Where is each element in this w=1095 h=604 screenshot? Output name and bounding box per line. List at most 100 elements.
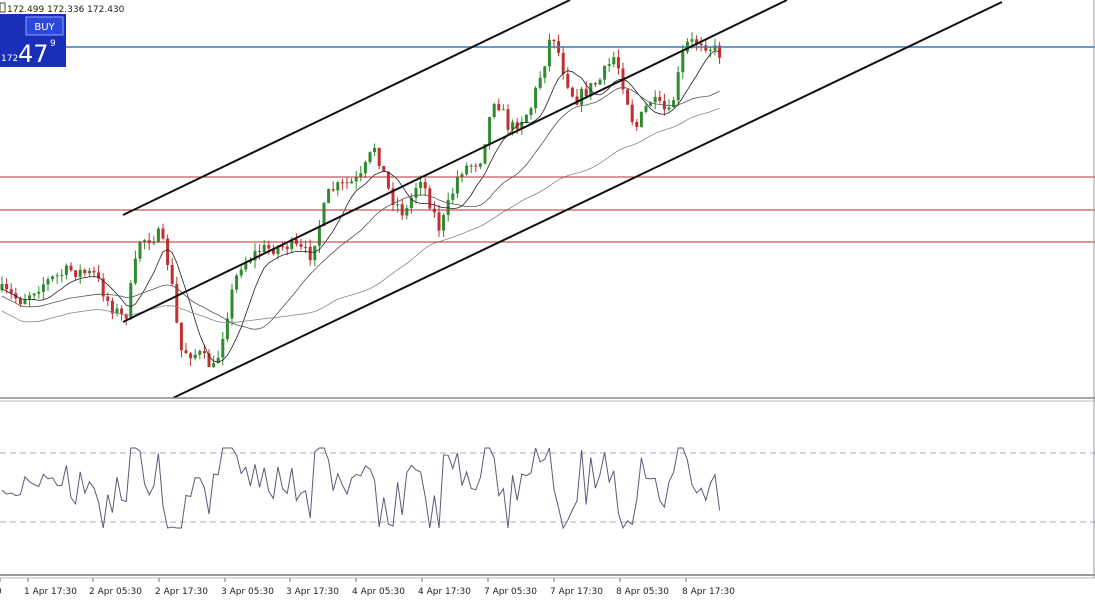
buy-label[interactable]: BUY [34, 22, 55, 33]
candle-body [267, 245, 271, 249]
candle-body [566, 73, 570, 88]
candle-body [718, 45, 722, 58]
candle-body [543, 66, 547, 78]
candle-body [345, 182, 349, 184]
candle-body [101, 278, 105, 297]
candle-body [529, 108, 533, 115]
candle-body [708, 50, 712, 52]
buy-button[interactable] [25, 16, 64, 36]
candle-body [152, 242, 156, 244]
candle-body [428, 188, 432, 209]
candle-body [143, 240, 147, 242]
candle-body [368, 152, 372, 163]
candle-body [106, 296, 110, 301]
candle-body [304, 246, 308, 248]
candle-body [225, 318, 229, 339]
candle-body [166, 238, 170, 265]
candle-body [336, 182, 340, 191]
candle-body [156, 228, 160, 243]
candle-body [331, 189, 335, 191]
candle-body [212, 363, 216, 367]
moving-average [1, 50, 720, 363]
candle-body [133, 258, 137, 284]
candle-body [244, 262, 248, 270]
oscillator-pane [1, 447, 721, 530]
candle-body [451, 193, 455, 200]
candle-body [534, 87, 538, 109]
candle-body [644, 105, 648, 112]
candle-body [87, 270, 91, 274]
candle-body [492, 104, 496, 117]
candle-body [258, 251, 262, 253]
candle-body [262, 245, 266, 253]
candle-body [23, 299, 27, 305]
candle-body [409, 197, 413, 209]
candle-body [469, 165, 473, 167]
candle-body [129, 283, 133, 319]
candle-body [488, 116, 492, 145]
candle-body [377, 147, 381, 166]
candle-body [593, 83, 597, 85]
candle-body [478, 163, 482, 167]
candle-body [32, 293, 36, 296]
candle-body [74, 270, 78, 277]
candle-body [354, 177, 358, 182]
candle-body [64, 265, 68, 275]
candle-body [414, 187, 418, 198]
candle-body [474, 165, 478, 167]
channel-upper [122, 0, 571, 216]
candle-body [630, 104, 634, 122]
candle-body [276, 246, 280, 255]
time-label: 2 Apr 05:30 [89, 587, 142, 597]
candle-body [41, 284, 45, 292]
candle-body [179, 322, 183, 351]
ohlc-readout: 172.499 172.336 172.430 [7, 5, 125, 15]
candle-body [589, 83, 593, 97]
candle-body [285, 246, 289, 250]
candle-body [616, 57, 620, 69]
candle-body [704, 45, 708, 51]
candle-body [281, 246, 285, 248]
candle-body [649, 102, 653, 106]
candle-body [83, 269, 87, 274]
candle-body [0, 284, 4, 290]
candle-body [598, 79, 602, 85]
candle-body [672, 100, 676, 108]
time-label: 7 Apr 05:30 [484, 587, 537, 597]
moving-average [1, 86, 720, 330]
candle-body [391, 188, 395, 205]
candle-body [363, 162, 367, 174]
time-label: 7 Apr 17:30 [550, 587, 603, 597]
candle-body [667, 107, 671, 110]
candle-body [184, 350, 188, 354]
candle-body [460, 174, 464, 178]
price-pane [0, 32, 722, 369]
candle-body [382, 165, 386, 172]
time-label: 8 Apr 17:30 [682, 587, 735, 597]
candle-body [317, 225, 321, 246]
time-label: 3 Apr 17:30 [286, 587, 339, 597]
candle-body [138, 241, 142, 259]
candle-body [193, 354, 197, 359]
candle-body [538, 77, 542, 88]
candle-body [5, 284, 9, 290]
channel-middle [122, 0, 788, 323]
candle-body [547, 39, 551, 67]
candle-body [55, 275, 59, 277]
candle-body [207, 353, 211, 367]
candle-body [51, 276, 55, 280]
candle-body [239, 269, 243, 276]
candle-body [78, 269, 82, 277]
candle-body [46, 279, 50, 285]
candle-body [446, 199, 450, 216]
candle-body [524, 114, 528, 123]
candle-body [290, 239, 294, 250]
candle-body [520, 122, 524, 130]
candle-body [28, 295, 32, 300]
candle-body [612, 57, 616, 65]
time-axis: 0 1 Apr 17:30 2 Apr 05:30 2 Apr 17:30 3 Apr … [0, 578, 735, 597]
candle-body [653, 96, 657, 103]
candle-body [570, 87, 574, 97]
